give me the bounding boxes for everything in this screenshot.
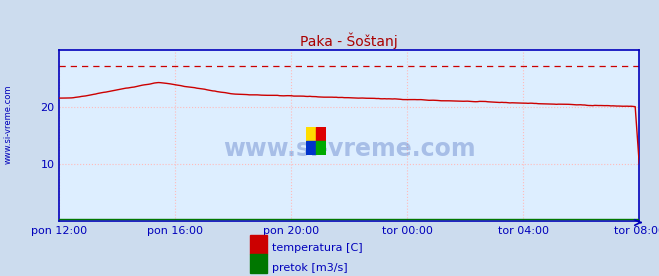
Text: www.si-vreme.com: www.si-vreme.com — [223, 137, 476, 161]
Bar — [316, 141, 326, 155]
Text: pretok [m3/s]: pretok [m3/s] — [272, 263, 347, 273]
Bar — [316, 127, 326, 141]
Bar — [306, 141, 316, 155]
Title: Paka - Šoštanj: Paka - Šoštanj — [301, 32, 398, 49]
Text: temperatura [C]: temperatura [C] — [272, 243, 362, 253]
Text: www.si-vreme.com: www.si-vreme.com — [3, 84, 13, 164]
Bar — [306, 127, 316, 141]
